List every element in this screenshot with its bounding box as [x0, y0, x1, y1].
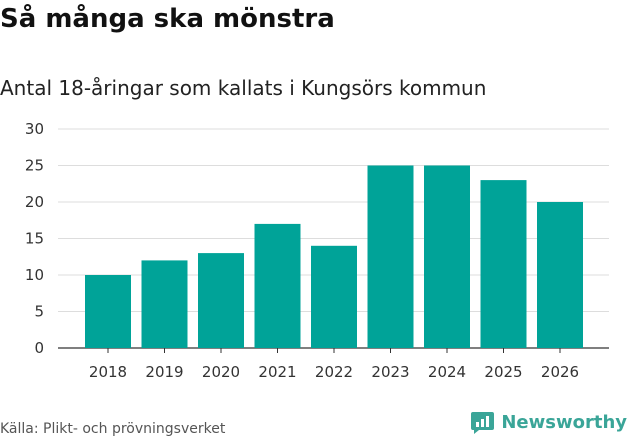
- y-tick-label: 0: [34, 339, 44, 357]
- y-tick-label: 30: [25, 120, 44, 138]
- x-axis: 2018 2019 2020 2021 2022 2023 2024 2025 2026: [89, 348, 579, 381]
- y-tick-label: 15: [25, 230, 44, 248]
- x-tick-label: 2025: [484, 363, 522, 381]
- bar-2024: [424, 165, 470, 348]
- x-tick-label: 2022: [315, 363, 353, 381]
- brand-logo: Newsworthy: [470, 407, 627, 437]
- bar-2022: [311, 245, 357, 348]
- bar-2026: [537, 202, 583, 348]
- bar-2018: [85, 275, 131, 348]
- y-tick-label: 25: [25, 157, 44, 175]
- y-tick-label: 20: [25, 193, 44, 211]
- x-tick-label: 2019: [145, 363, 183, 381]
- x-tick-label: 2020: [202, 363, 240, 381]
- x-tick-label: 2023: [371, 363, 409, 381]
- chart-title: Så många ska mönstra: [0, 4, 335, 34]
- x-tick-label: 2026: [541, 363, 579, 381]
- x-tick-label: 2021: [258, 363, 296, 381]
- bar-layer: [85, 165, 583, 348]
- bar-2019: [141, 260, 188, 348]
- bar-2023: [367, 165, 414, 348]
- newsworthy-logo-icon: [471, 411, 495, 434]
- chart-subtitle: Antal 18-åringar som kallats i Kungsörs …: [0, 76, 487, 100]
- brand-name: Newsworthy: [501, 411, 627, 433]
- bar-2025: [480, 180, 527, 348]
- y-axis: 0 5 10 15 20 25 30: [25, 120, 44, 357]
- bar-2021: [254, 223, 301, 348]
- y-tick-label: 10: [25, 266, 44, 284]
- source-note: Källa: Plikt- och prövningsverket: [0, 421, 226, 437]
- bar-2020: [198, 253, 244, 348]
- x-tick-label: 2024: [428, 363, 466, 381]
- x-tick-label: 2018: [89, 363, 127, 381]
- y-tick-label: 5: [34, 303, 44, 321]
